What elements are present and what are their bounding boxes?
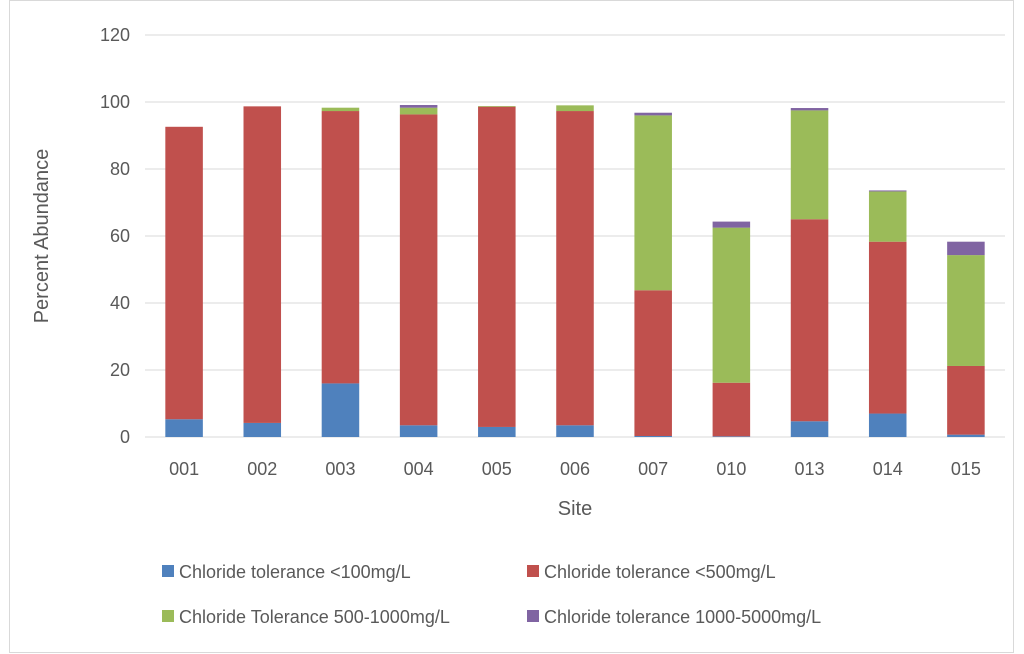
x-tick-label: 015: [951, 459, 981, 479]
bar-segment-013-series-1: [790, 421, 829, 437]
y-tick-label: 80: [110, 159, 130, 179]
x-tick-label: 010: [716, 459, 746, 479]
bar-segment-006-series-1: [556, 425, 594, 437]
bar-segment-006-series-3: [556, 105, 594, 112]
bar-segment-005-series-2: [478, 106, 516, 427]
legend-label: Chloride tolerance <500mg/L: [544, 562, 776, 582]
stacked-bar-chart: 0 20 40 60 80 100 120 001 002 003 004 005 006 007 010…: [31, 25, 1005, 627]
x-tick-label: 006: [560, 459, 590, 479]
bar-segment-015-series-4: [947, 241, 985, 256]
bar-segment-010-series-4: [712, 221, 751, 228]
bar-segment-002-series-1: [243, 422, 282, 437]
bar-segment-010-series-3: [712, 227, 751, 383]
legend-label: Chloride tolerance <100mg/L: [179, 562, 411, 582]
x-tick-label: 003: [325, 459, 355, 479]
bar-segment-010-series-1: [712, 436, 751, 437]
legend-label: Chloride tolerance 1000-5000mg/L: [544, 607, 821, 627]
legend-label: Chloride Tolerance 500-1000mg/L: [179, 607, 450, 627]
bar-segment-015-series-1: [947, 434, 985, 437]
x-tick-label: 014: [873, 459, 903, 479]
bar-segment-015-series-3: [947, 255, 985, 366]
chart-frame: 0 20 40 60 80 100 120 001 002 003 004 005 006 007 010…: [9, 0, 1014, 653]
x-tick-labels: 001 002 003 004 005 006 007 010 013 014 015: [169, 459, 981, 479]
bar-segment-010-series-2: [712, 382, 751, 437]
bar-segment-005-series-3: [478, 106, 516, 107]
bar-segment-005-series-1: [478, 426, 516, 437]
bar-segment-007-series-1: [634, 435, 672, 437]
bar-segment-002-series-2: [243, 106, 282, 423]
legend-swatch: [162, 610, 174, 622]
bar-segment-015-series-2: [947, 365, 985, 435]
y-tick-labels: 0 20 40 60 80 100 120: [100, 25, 130, 447]
y-tick-label: 100: [100, 92, 130, 112]
y-tick-label: 0: [120, 427, 130, 447]
y-tick-label: 120: [100, 25, 130, 45]
bar-segment-003-series-3: [321, 107, 360, 112]
bar-segment-004-series-1: [399, 425, 438, 437]
x-tick-label: 007: [638, 459, 668, 479]
legend: Chloride tolerance <100mg/L Chloride tole…: [162, 562, 821, 627]
bar-segment-003-series-1: [321, 383, 360, 437]
bar-segment-004-series-2: [399, 114, 438, 426]
bar-segment-014-series-4: [868, 190, 907, 192]
bar-segment-013-series-3: [790, 110, 829, 220]
y-tick-label: 40: [110, 293, 130, 313]
y-axis-title: Percent Abundance: [31, 149, 53, 324]
y-tick-label: 60: [110, 226, 130, 246]
bars: [165, 105, 985, 437]
x-tick-label: 001: [169, 459, 199, 479]
x-tick-label: 002: [247, 459, 277, 479]
x-tick-label: 013: [795, 459, 825, 479]
bar-segment-013-series-2: [790, 219, 829, 422]
bar-segment-001-series-1: [165, 419, 203, 437]
bar-segment-004-series-4: [399, 105, 438, 108]
bar-segment-007-series-3: [634, 115, 672, 291]
x-axis-title: Site: [558, 498, 592, 520]
bar-segment-014-series-2: [868, 241, 907, 414]
bar-segment-014-series-1: [868, 413, 907, 437]
legend-swatch: [527, 565, 539, 577]
bar-segment-004-series-3: [399, 107, 438, 115]
bar-segment-007-series-2: [634, 290, 672, 436]
bar-segment-006-series-2: [556, 111, 594, 426]
bar-segment-003-series-2: [321, 111, 360, 384]
bar-segment-014-series-3: [868, 191, 907, 242]
x-tick-label: 005: [482, 459, 512, 479]
legend-swatch: [162, 565, 174, 577]
bar-segment-007-series-4: [634, 112, 672, 116]
bar-segment-001-series-2: [165, 126, 203, 420]
legend-swatch: [527, 610, 539, 622]
x-tick-label: 004: [404, 459, 434, 479]
y-tick-label: 20: [110, 360, 130, 380]
bar-segment-013-series-4: [790, 108, 829, 111]
